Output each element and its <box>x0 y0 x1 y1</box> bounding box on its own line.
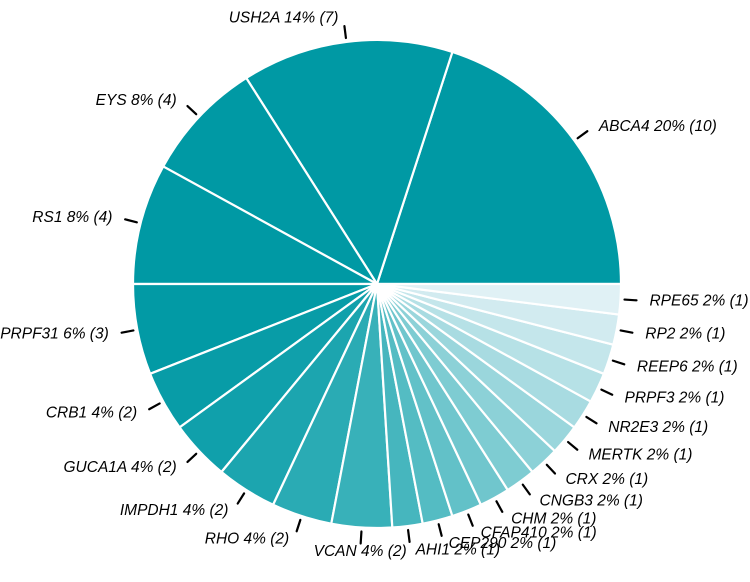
slice-label-cngb3: CNGB3 2% (1) <box>540 492 643 509</box>
label-tick-cngb3 <box>521 483 531 496</box>
slice-label-mertk: MERTK 2% (1) <box>589 446 693 463</box>
label-tick-rpe65 <box>623 298 638 302</box>
slice-label-ush2a: USH2A 14% (7) <box>229 10 339 27</box>
pie-slice-ush2a <box>245 38 454 286</box>
pie-slice-rs1 <box>131 165 379 286</box>
pie-slice-abca4 <box>375 50 623 286</box>
slice-label-guca1a: GUCA1A 4% (2) <box>64 459 177 476</box>
label-tick-vcan <box>359 530 363 545</box>
label-tick-crb1 <box>148 402 161 411</box>
slice-label-rs1: RS1 8% (4) <box>32 209 112 226</box>
slice-label-rpe65: RPE65 2% (1) <box>649 292 748 309</box>
slice-label-crb1: CRB1 4% (2) <box>46 405 137 422</box>
label-tick-eys <box>186 104 198 116</box>
label-tick-ahi1 <box>406 528 411 544</box>
label-tick-impdh1 <box>236 492 246 505</box>
slice-label-rho: RHO 4% (2) <box>205 530 289 547</box>
label-tick-cfap410 <box>467 513 474 527</box>
label-tick-abca4 <box>576 130 589 140</box>
label-tick-crx <box>545 463 557 475</box>
label-tick-reep6 <box>611 359 626 366</box>
label-tick-guca1a <box>186 452 198 464</box>
slice-label-ahi1: AHI1 2% (1) <box>415 541 500 558</box>
label-tick-rs1 <box>124 218 138 224</box>
pie-slice-eys <box>162 76 379 286</box>
slice-label-eys: EYS 8% (4) <box>96 92 177 109</box>
label-tick-rho <box>295 518 302 533</box>
pie-slice-rpe65 <box>375 282 623 316</box>
slice-label-rp2: RP2 2% (1) <box>645 326 725 343</box>
label-tick-prpf31 <box>120 329 135 334</box>
slice-label-impdh1: IMPDH1 4% (2) <box>120 502 229 519</box>
slice-label-prpf3: PRPF3 2% (1) <box>624 390 724 407</box>
slice-label-chm: CHM 2% (1) <box>511 510 596 527</box>
slice-label-crx: CRX 2% (1) <box>565 471 648 488</box>
slice-label-cfap410: CFAP410 2% (1) <box>481 525 597 542</box>
slice-label-prpf31: PRPF31 6% (3) <box>0 326 109 343</box>
label-tick-mertk <box>566 440 579 451</box>
label-tick-rp2 <box>619 329 634 334</box>
slice-label-reep6: REEP6 2% (1) <box>637 358 738 375</box>
slice-label-cep290: CEP290 2% (1) <box>449 535 557 552</box>
label-tick-nr2e3 <box>585 415 598 425</box>
label-tick-prpf3 <box>600 388 614 396</box>
label-tick-chm <box>495 500 504 513</box>
slice-label-abca4: ABCA4 20% (10) <box>598 118 717 135</box>
label-tick-ush2a <box>343 24 348 40</box>
label-tick-cep290 <box>437 523 443 537</box>
slice-label-vcan: VCAN 4% (2) <box>314 543 407 560</box>
slice-label-nr2e3: NR2E3 2% (1) <box>608 419 708 436</box>
